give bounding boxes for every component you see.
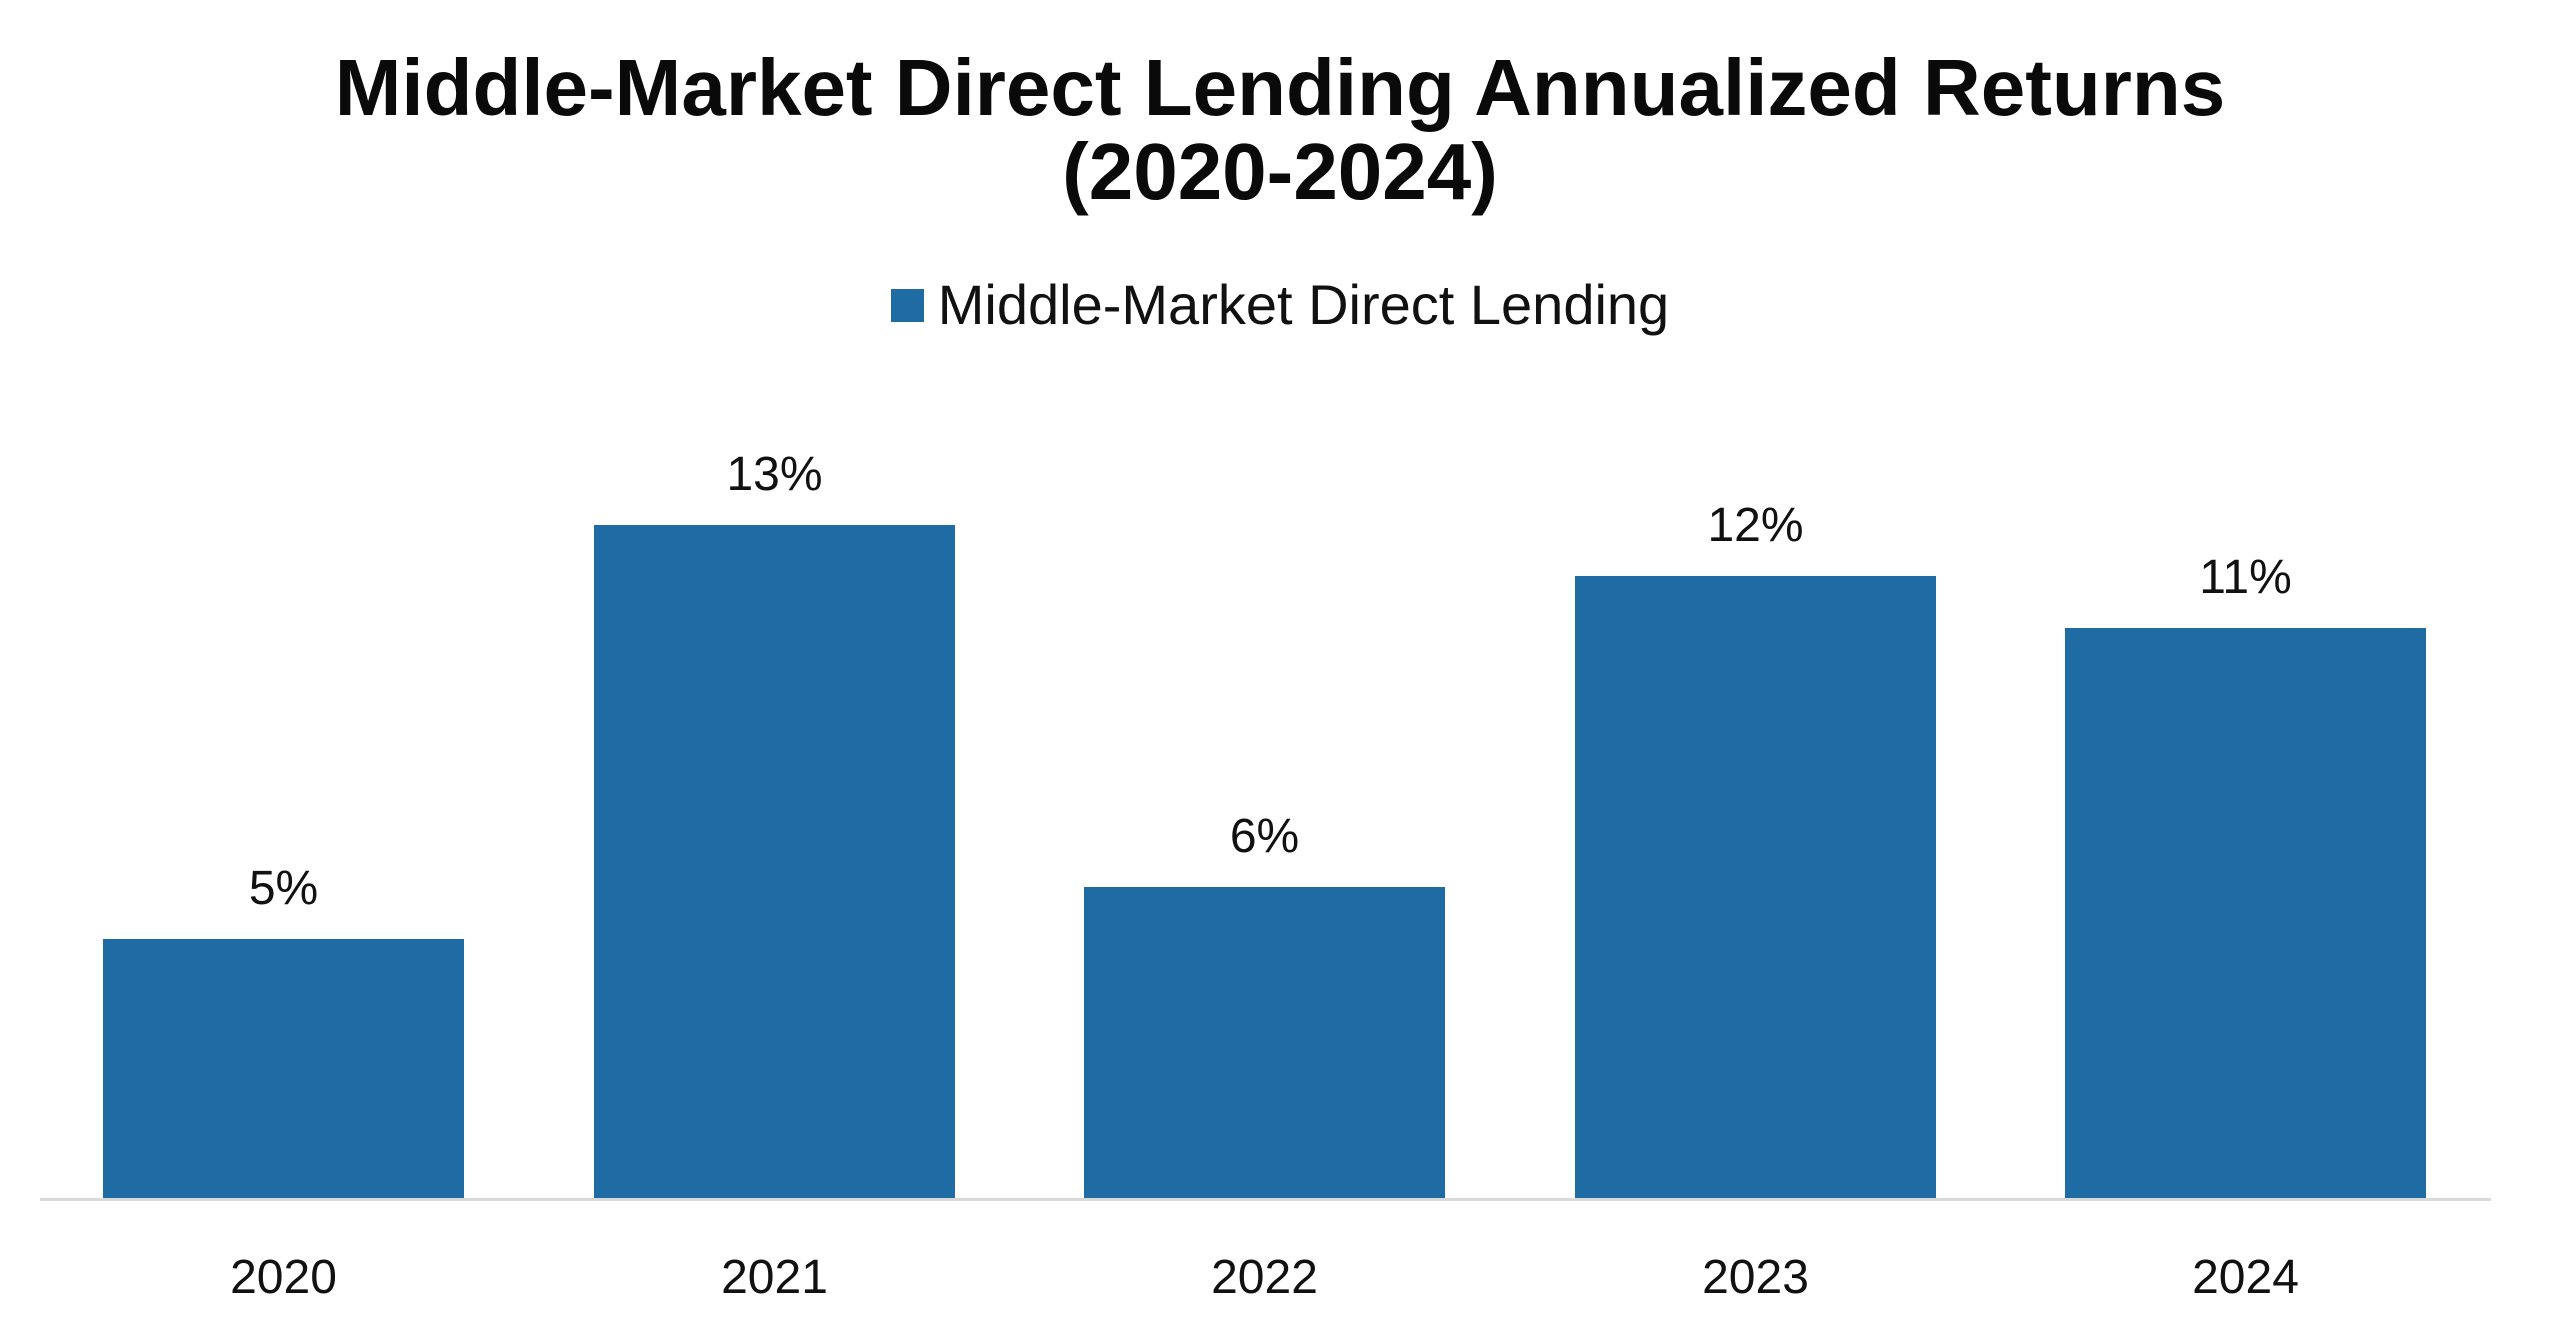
x-tick-label-2020: 2020 — [230, 1251, 337, 1304]
bar-2020 — [103, 939, 464, 1198]
bar-2024 — [2065, 628, 2426, 1198]
data-label-2024: 11% — [2199, 551, 2292, 605]
data-label-2020: 5% — [248, 862, 319, 915]
x-axis-line — [40, 1198, 2491, 1201]
x-tick-label-2021: 2021 — [721, 1251, 828, 1304]
chart-legend: Middle-Market Direct Lending — [0, 270, 2560, 340]
data-label-2021: 13% — [726, 447, 823, 501]
bar-2021 — [594, 524, 955, 1198]
bar-2022 — [1084, 887, 1445, 1198]
x-tick-label-2023: 2023 — [1702, 1251, 1809, 1304]
legend-swatch-icon — [890, 288, 924, 322]
x-tick-label-2022: 2022 — [1211, 1251, 1318, 1304]
bar-2023 — [1575, 576, 1936, 1198]
chart-title: Middle-Market Direct Lending Annualized … — [0, 46, 2560, 214]
legend-label: Middle-Market Direct Lending — [937, 273, 1670, 336]
data-label-2023: 12% — [1707, 499, 1804, 553]
chart-title-line-1: Middle-Market Direct Lending Annualized … — [334, 43, 2226, 132]
chart-title-line-2: (2020-2024) — [1062, 127, 1498, 216]
x-tick-label-2024: 2024 — [2192, 1251, 2299, 1304]
data-label-2022: 6% — [1229, 810, 1300, 864]
